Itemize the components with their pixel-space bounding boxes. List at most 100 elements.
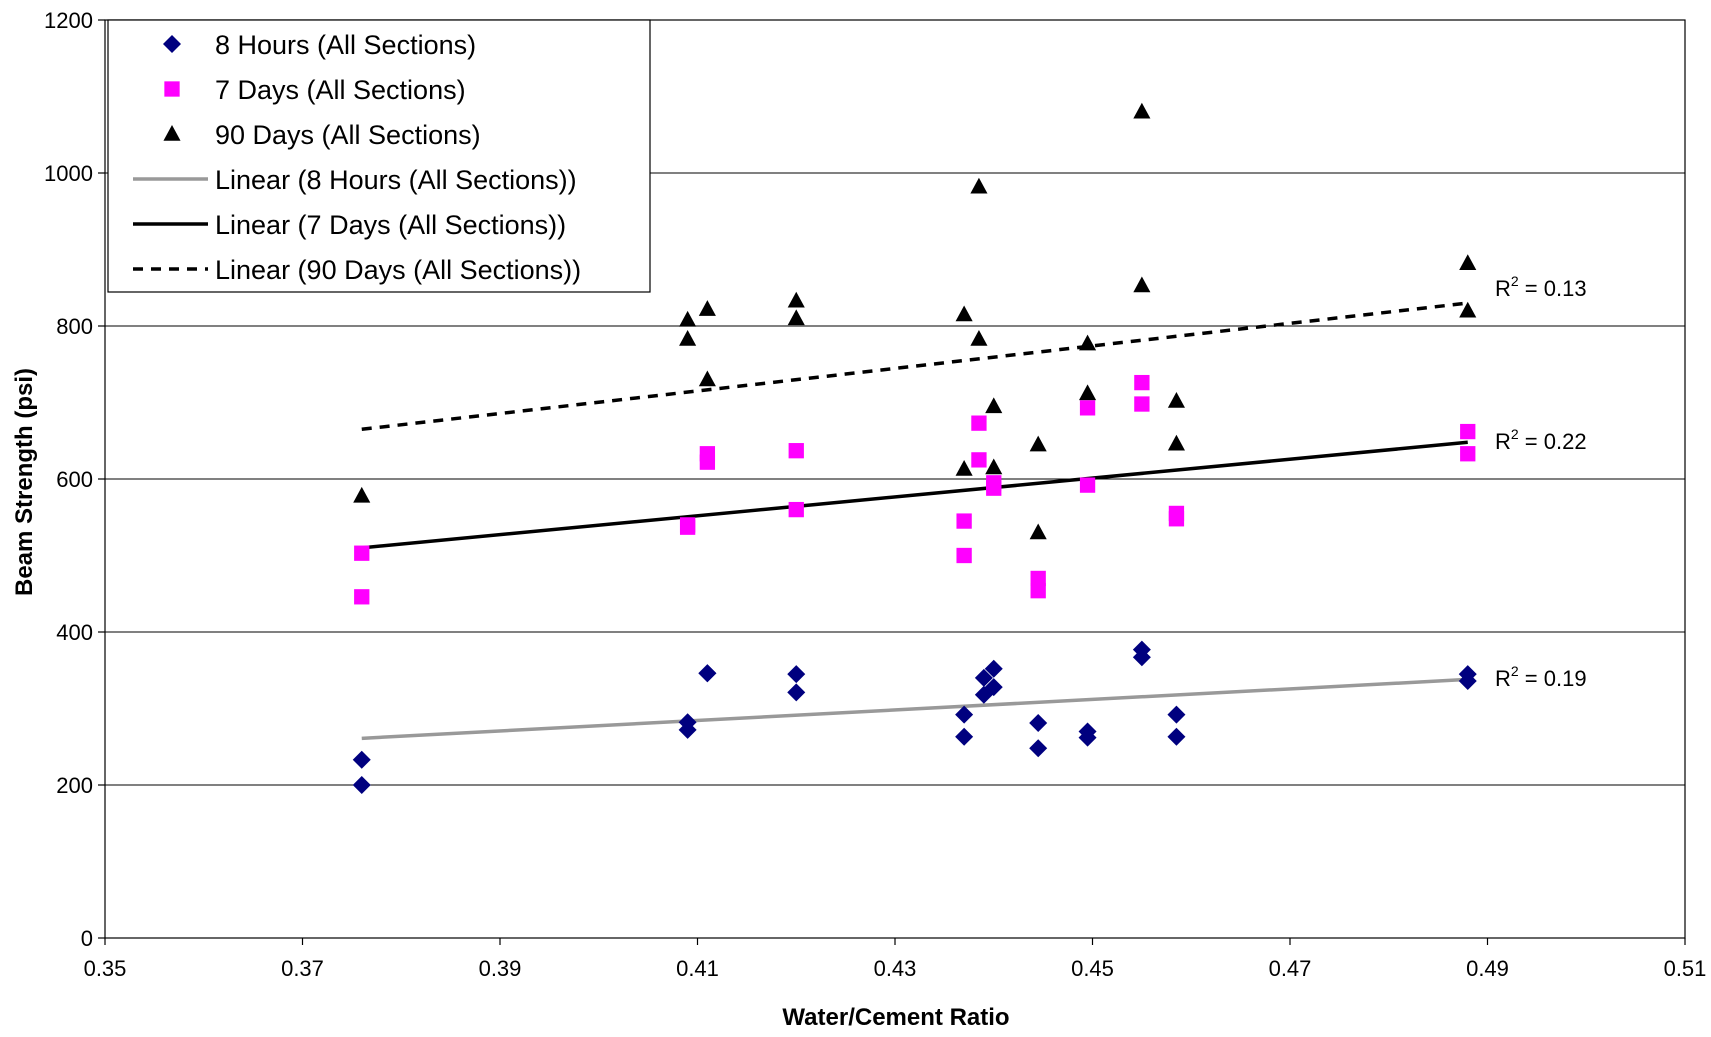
data-point xyxy=(1078,728,1097,747)
legend-entry: Linear (8 Hours (All Sections)) xyxy=(215,165,577,195)
data-point xyxy=(787,665,806,684)
x-tick-label: 0.49 xyxy=(1466,956,1509,981)
data-point xyxy=(352,750,371,769)
data-point xyxy=(971,452,987,468)
data-point xyxy=(679,330,697,346)
data-point xyxy=(1029,714,1048,733)
data-point xyxy=(955,305,973,322)
data-point xyxy=(1079,384,1097,401)
legend-entry: 8 Hours (All Sections) xyxy=(215,30,476,60)
x-tick-label: 0.37 xyxy=(281,956,324,981)
r2-symbol: R xyxy=(1495,429,1511,454)
data-point xyxy=(1167,705,1186,724)
x-tick-label: 0.41 xyxy=(676,956,719,981)
data-point xyxy=(970,177,988,194)
data-point xyxy=(956,547,972,564)
axes: 0 200 400 600 800 1000 1200 0.35 0.37 0.39 0.41 0.4… xyxy=(44,8,1706,981)
r2-exponent: 2 xyxy=(1511,273,1519,289)
data-point xyxy=(984,678,1003,697)
data-point xyxy=(1458,671,1477,690)
data-point xyxy=(788,501,804,518)
data-point xyxy=(974,668,993,687)
data-point xyxy=(354,589,370,605)
data-point xyxy=(1460,423,1476,440)
data-point xyxy=(353,486,371,503)
y-tick-label: 400 xyxy=(56,620,93,645)
data-point xyxy=(678,720,697,739)
x-tick-label: 0.47 xyxy=(1269,956,1312,981)
legend-entry: Linear (7 Days (All Sections)) xyxy=(215,210,566,240)
data-point xyxy=(699,454,716,470)
x-axis-title: Water/Cement Ratio xyxy=(782,1004,1009,1031)
r2-symbol: R xyxy=(1495,666,1511,691)
data-point xyxy=(1029,435,1047,452)
data-point xyxy=(788,443,804,459)
data-point xyxy=(787,309,805,326)
data-point xyxy=(955,727,974,746)
x-tick-label: 0.39 xyxy=(479,956,522,981)
r2-value: = 0.13 xyxy=(1519,276,1587,301)
y-axis-title: Beam Strength (psi) xyxy=(11,368,38,596)
x-tick-label: 0.45 xyxy=(1071,956,1114,981)
data-points xyxy=(352,102,1477,794)
trendline xyxy=(361,301,1468,432)
data-point xyxy=(1030,583,1046,599)
legend: 8 Hours (All Sections) 7 Days (All Sectio… xyxy=(107,19,651,293)
legend-box xyxy=(107,19,651,293)
data-point xyxy=(787,683,806,702)
r2-value: = 0.22 xyxy=(1519,429,1587,454)
series-triangle xyxy=(353,102,1477,540)
legend-marker xyxy=(163,125,181,141)
legend-entry: 7 Days (All Sections) xyxy=(215,75,466,105)
data-point xyxy=(1167,391,1185,408)
trendline xyxy=(361,677,1468,741)
data-point xyxy=(1459,254,1477,271)
x-tick-label: 0.51 xyxy=(1664,956,1707,981)
x-tick-label: 0.43 xyxy=(874,956,917,981)
y-tick-label: 1000 xyxy=(44,161,93,186)
r-squared-label: R2 = 0.19 xyxy=(1495,663,1587,691)
data-point xyxy=(352,776,371,794)
data-point xyxy=(1029,739,1048,758)
series-square xyxy=(354,374,1476,605)
data-point xyxy=(698,300,716,316)
data-point xyxy=(1133,102,1151,119)
data-point xyxy=(679,519,696,535)
data-point xyxy=(354,545,370,561)
r2-exponent: 2 xyxy=(1511,426,1519,442)
data-point xyxy=(1168,511,1185,527)
series-diamond xyxy=(352,640,1477,794)
y-tick-label: 600 xyxy=(56,467,93,492)
legend-marker xyxy=(164,81,180,97)
trendline xyxy=(361,440,1468,550)
data-point xyxy=(971,415,987,431)
data-point xyxy=(1133,276,1151,293)
data-point xyxy=(698,664,717,683)
y-tick-label: 200 xyxy=(56,773,93,798)
data-point xyxy=(985,397,1003,414)
legend-entry: Linear (90 Days (All Sections)) xyxy=(215,255,581,285)
data-point xyxy=(955,705,974,724)
r-squared-label: R2 = 0.22 xyxy=(1495,426,1587,454)
x-tick-label: 0.35 xyxy=(84,956,127,981)
data-point xyxy=(970,330,988,346)
data-point xyxy=(679,310,697,327)
y-tick-label: 0 xyxy=(81,926,93,951)
data-point xyxy=(1079,400,1096,416)
data-point xyxy=(1460,446,1476,462)
data-point xyxy=(1079,334,1097,351)
r2-exponent: 2 xyxy=(1511,663,1519,679)
data-point xyxy=(1134,396,1150,412)
trendlines xyxy=(361,301,1468,741)
data-point xyxy=(986,480,1002,496)
data-point xyxy=(1132,648,1151,667)
data-point xyxy=(1030,570,1046,587)
legend-entry: 90 Days (All Sections) xyxy=(215,120,481,150)
r2-symbol: R xyxy=(1495,276,1511,301)
data-point xyxy=(955,460,973,476)
legend-marker xyxy=(163,35,181,53)
data-point xyxy=(956,513,972,529)
r2-value: = 0.19 xyxy=(1519,666,1587,691)
